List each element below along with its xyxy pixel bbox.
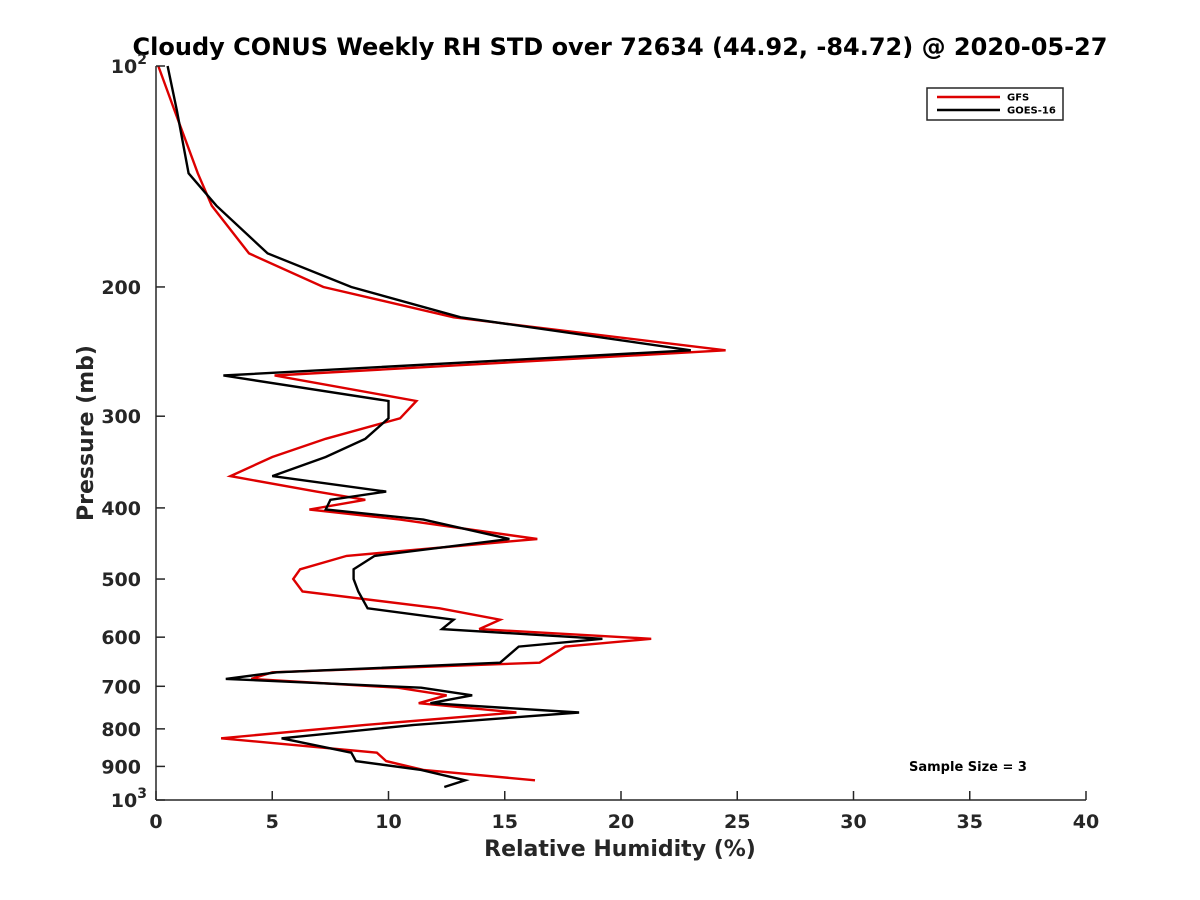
sample-size-annotation: Sample Size = 3 xyxy=(909,760,1027,775)
y-tick-label: 102 xyxy=(111,52,147,78)
x-tick-label: 40 xyxy=(1073,811,1099,833)
y-tick-label: 700 xyxy=(101,676,141,698)
x-tick-label: 15 xyxy=(492,811,518,833)
legend: GFS GOES-16 xyxy=(926,87,1064,121)
y-tick-label: 300 xyxy=(101,406,141,428)
x-tick-label: 10 xyxy=(375,811,401,833)
x-tick-label: 0 xyxy=(149,811,162,833)
legend-box xyxy=(926,87,1064,121)
series-line-gfs xyxy=(157,65,726,782)
y-tick-label: 600 xyxy=(101,627,141,649)
y-tick-label: 103 xyxy=(111,786,147,812)
x-tick-label: 5 xyxy=(266,811,279,833)
ticks-layer: 0 5 10 15 20 25 30 35 40 102 200 300 400 500 600 700 800… xyxy=(101,52,1099,833)
x-axis-label: Relative Humidity (%) xyxy=(484,837,756,862)
axes-layer xyxy=(155,66,1086,801)
chart-title: Cloudy CONUS Weekly RH STD over 72634 (4… xyxy=(133,33,1108,61)
y-axis-label: Pressure (mb) xyxy=(74,345,99,521)
y-tick-label: 500 xyxy=(101,569,141,591)
series-layer xyxy=(157,65,726,789)
legend-label-goes-16: GOES-16 xyxy=(1007,106,1056,117)
y-tick-label: 200 xyxy=(101,277,141,299)
series-line-goes-16 xyxy=(166,65,691,789)
y-tick-label: 400 xyxy=(101,498,141,520)
x-tick-label: 30 xyxy=(840,811,866,833)
x-tick-label: 20 xyxy=(608,811,634,833)
x-tick-label: 25 xyxy=(724,811,750,833)
x-tick-label: 35 xyxy=(957,811,983,833)
y-tick-label: 900 xyxy=(101,756,141,778)
legend-label-gfs: GFS xyxy=(1007,93,1029,104)
y-tick-label: 800 xyxy=(101,719,141,741)
